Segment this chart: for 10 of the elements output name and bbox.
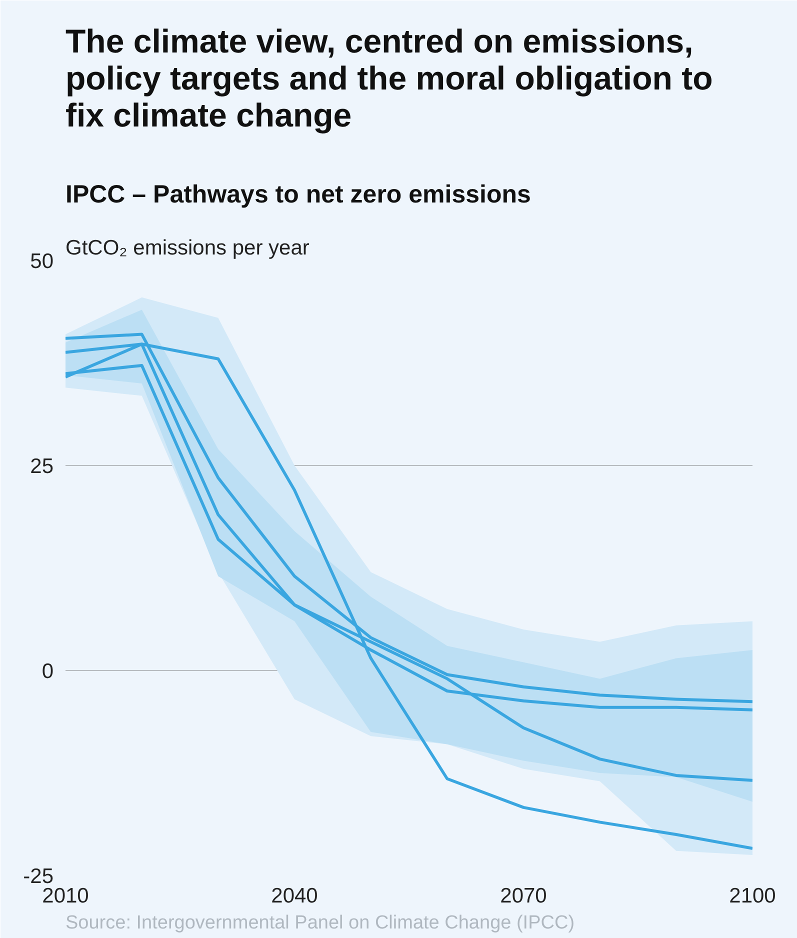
chart-title: The climate view, centred on emissions, policy targets and the moral obligation to fix climate change <box>66 22 713 134</box>
x-tick-label: 2100 <box>729 884 776 908</box>
x-tick-label: 2070 <box>500 884 547 908</box>
y-tick-label: 0 <box>42 660 54 683</box>
chart-subtitle: IPCC – Pathways to net zero emissions <box>66 180 531 208</box>
y-axis-title: GtCO₂ emissions per year <box>66 236 310 260</box>
y-tick-label: 25 <box>30 455 54 478</box>
source-note: Source: Intergovernmental Panel on Climate Change (IPCC) <box>66 912 575 934</box>
x-tick-label: 2040 <box>271 884 318 908</box>
y-tick-label: 50 <box>30 250 54 273</box>
